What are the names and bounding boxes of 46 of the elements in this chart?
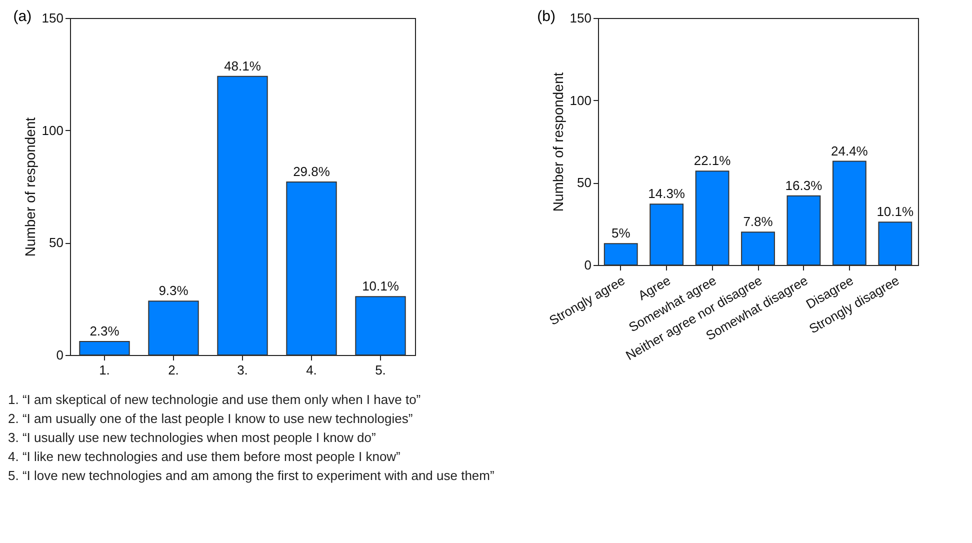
x-tick-label: 3. (237, 362, 248, 378)
bar (148, 300, 199, 356)
x-tick-label: 2. (168, 362, 179, 378)
annotation: 48.1% (224, 58, 262, 74)
bar (786, 195, 821, 266)
annotation: 2.3% (90, 324, 120, 339)
y-tick-label: 0 (56, 348, 64, 362)
chart-title: (b) (537, 8, 556, 25)
text: 1. “I am skeptical of new technologie and use them only when I have to” (8, 391, 422, 409)
y-tick-label: 100 (42, 122, 64, 138)
bar (604, 243, 638, 266)
annotation: 9.3% (158, 283, 189, 298)
y-tick-label: 150 (570, 10, 592, 26)
annotation: 29.8% (293, 164, 330, 180)
text: 2. “I am usually one of the last people I know to use new technologies” (8, 410, 414, 428)
bar (695, 170, 730, 266)
y-tick-label: 50 (49, 235, 64, 250)
bar (741, 232, 775, 266)
y-tick-label: 50 (577, 175, 592, 190)
bar (650, 204, 684, 266)
x-tick-label: 4. (306, 362, 317, 378)
bar (355, 296, 406, 356)
y-tick-label: 0 (584, 258, 592, 272)
text: 4. “I like new technologies and use them before most people I know” (8, 448, 402, 466)
annotation: 14.3% (648, 186, 686, 202)
text: 5. “I love new technologies and am among the first to experiment with and use them” (8, 467, 496, 485)
y-tick-label: 100 (570, 92, 592, 108)
annotation: 24.4% (830, 143, 868, 158)
y-axis-title: Number of respondent (550, 72, 566, 212)
annotation: 10.1% (362, 278, 400, 294)
annotation: 10.1% (876, 204, 914, 220)
bar (79, 341, 130, 356)
y-axis-title: Number of respondent (22, 117, 38, 257)
annotation: 16.3% (785, 178, 823, 193)
text: 3. “I usually use new technologies when most people I know do” (8, 429, 377, 447)
x-tick-label: 5. (375, 362, 386, 378)
bar (217, 76, 268, 356)
x-tick-label: 1. (99, 362, 110, 378)
annotation: 5% (611, 226, 631, 241)
bar (286, 182, 337, 356)
bar (878, 222, 912, 266)
bar (832, 160, 866, 266)
annotation: 7.8% (743, 214, 774, 230)
annotation: 22.1% (694, 153, 732, 168)
y-tick-label: 150 (42, 10, 64, 26)
chart-title: (a) (13, 8, 32, 25)
